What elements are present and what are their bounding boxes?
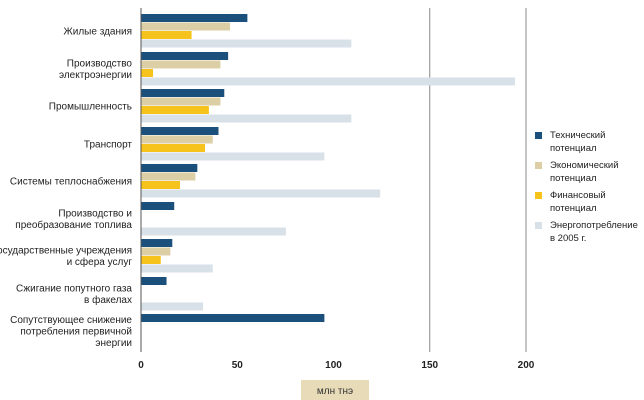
bar-cat5-series3 — [141, 181, 180, 189]
bars — [141, 14, 515, 322]
bar-cat4-series2 — [141, 135, 213, 144]
bar-cat2-series4 — [141, 77, 515, 86]
legend-swatch-1 — [535, 132, 542, 139]
legend: Технический потенциал Экономический потенци… — [535, 130, 638, 244]
bar-cat5-series1 — [141, 164, 198, 172]
category-label-5: Системы теплоснабжения — [10, 175, 132, 187]
bar-cat7-series1 — [141, 239, 173, 247]
bar-cat7-series2 — [141, 247, 171, 256]
x-axis-unit-label: млн тнэ — [317, 386, 353, 397]
bar-cat1-series3 — [141, 31, 192, 39]
bar-cat7-series4 — [141, 264, 213, 273]
x-tick-label-200: 200 — [518, 360, 535, 371]
bar-cat2-series2 — [141, 60, 221, 69]
bar-cat5-series4 — [141, 189, 381, 198]
x-axis-unit: млн тнэ — [301, 380, 369, 400]
bar-cat3-series1 — [141, 89, 225, 97]
legend-label-4: Энергопотребление в 2005 г. — [550, 220, 638, 244]
bar-cat3-series2 — [141, 97, 221, 106]
category-label-2: Производство электроэнергии — [59, 59, 132, 82]
bar-cat2-series1 — [141, 52, 229, 60]
bar-cat1-series4 — [141, 39, 352, 48]
bar-cat3-series3 — [141, 106, 209, 114]
legend-swatch-4 — [535, 222, 542, 229]
bar-cat6-series4 — [141, 227, 286, 236]
legend-label-2: Экономический потенциал — [550, 160, 619, 184]
bar-cat1-series2 — [141, 22, 231, 31]
bar-cat6-series1 — [141, 202, 175, 210]
bar-cat4-series1 — [141, 127, 219, 135]
category-label-7: Государственные учреждения и сфера услуг — [0, 246, 132, 269]
bar-cat9-series1 — [141, 314, 325, 322]
category-label-9: Сопутствующее снижение потребления первич… — [10, 315, 132, 349]
x-axis-unit-box — [301, 380, 369, 400]
legend-swatch-2 — [535, 162, 542, 169]
category-label-6: Производство и преобразование топлива — [15, 209, 132, 232]
legend-label-1: Технический потенциал — [550, 130, 605, 154]
x-axis-ticks: 0 50 100 150 200 — [138, 360, 535, 371]
bar-cat5-series2 — [141, 172, 196, 181]
x-tick-label-50: 50 — [232, 360, 244, 371]
category-label-1: Жилые здания — [64, 26, 132, 37]
category-label-3: Промышленность — [49, 101, 132, 112]
x-tick-label-100: 100 — [325, 360, 342, 371]
category-labels: Жилые здания Производство электроэнергии Пр… — [0, 26, 132, 349]
category-label-8: Сжигание попутного газа в факелах — [16, 284, 132, 307]
bar-cat2-series3 — [141, 69, 154, 77]
bar-cat8-series1 — [141, 277, 167, 285]
x-tick-label-0: 0 — [138, 360, 144, 371]
x-tick-label-150: 150 — [421, 360, 438, 371]
bar-cat3-series4 — [141, 114, 352, 123]
legend-swatch-3 — [535, 192, 542, 199]
category-label-4: Транспорт — [84, 139, 133, 150]
bar-cat4-series3 — [141, 144, 206, 152]
legend-label-3: Финансовый потенциал — [550, 190, 606, 214]
bar-cat1-series1 — [141, 14, 248, 22]
bar-cat8-series4 — [141, 302, 204, 311]
gridlines — [429, 8, 527, 352]
bar-cat7-series3 — [141, 256, 161, 264]
bar-cat4-series4 — [141, 152, 325, 161]
